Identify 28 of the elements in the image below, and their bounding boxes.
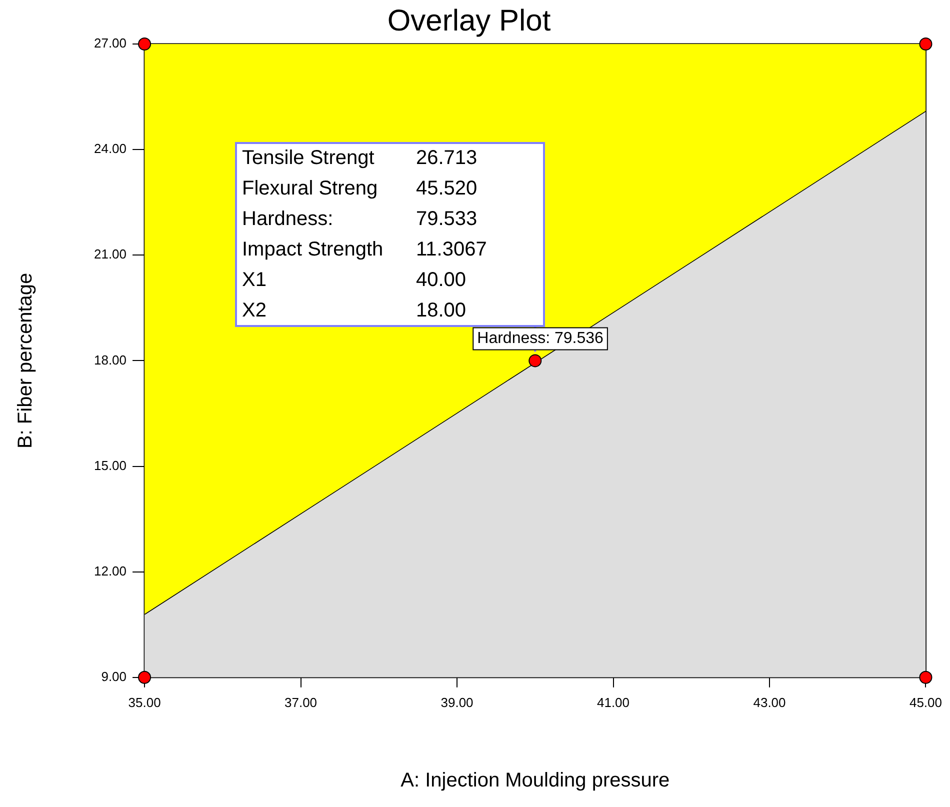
y-tick-label: 21.00 [94,246,127,262]
text: Flexural Streng 45.520 [242,177,478,200]
point [919,38,932,50]
x-axis-title: A: Injection Moulding pressure [400,770,670,792]
x-tick-label: 41.00 [596,694,630,710]
y-tick-label: 15.00 [94,458,127,473]
point [528,354,542,368]
y-tick-label: 24.00 [94,141,127,156]
y-tick-label: 27.00 [94,36,127,51]
y-tick-label: 12.00 [94,563,127,578]
text: Hardness: 79.533 [242,208,478,230]
x-tick-label: 35.00 [128,694,161,710]
point [138,38,152,50]
chart-title: Overlay Plot [387,4,552,38]
point [138,670,152,684]
text: Impact Strength 11.3067 [242,238,487,260]
x-tick-label: 39.00 [440,694,474,710]
x-tick-label: 45.00 [909,694,942,710]
annotation: Hardness: 79.536 [477,330,604,348]
text: X1 40.00 [242,268,466,291]
y-axis-title: B: Fiber percentage [14,272,37,449]
text: Tensile Strengt 26.713 [242,146,478,169]
y-tick-label: 9.00 [101,668,127,684]
x-tick-label: 43.00 [753,694,786,710]
x-tick-label: 37.00 [284,694,318,710]
point [919,670,932,684]
text: X2 18.00 [242,299,466,322]
y-tick-label: 18.00 [94,352,127,368]
